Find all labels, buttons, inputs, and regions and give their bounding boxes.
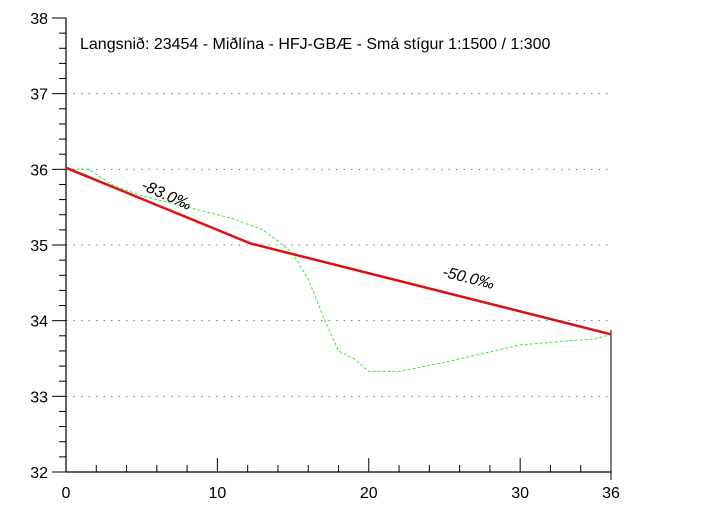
y-tick-label: 33 xyxy=(30,389,48,406)
gridlines xyxy=(66,93,611,397)
y-tick-label: 38 xyxy=(30,11,48,28)
y-tick-label: 36 xyxy=(30,162,48,179)
x-tick-label: 10 xyxy=(208,485,226,502)
y-tick-label: 34 xyxy=(30,314,48,331)
y-tick-label: 35 xyxy=(30,238,48,255)
x-tick-label: 20 xyxy=(360,485,378,502)
design-grade-line xyxy=(65,166,612,336)
terrain-profile-line xyxy=(66,168,612,372)
x-tick-label: 0 xyxy=(62,485,71,502)
y-tick-label: 32 xyxy=(30,465,48,482)
y-tick-label: 37 xyxy=(30,87,48,104)
axis-ticks xyxy=(52,17,612,480)
grade-annotations: -83.0‰-50.0‰ xyxy=(139,177,496,293)
x-tick-label: 30 xyxy=(511,485,529,502)
series-layer xyxy=(65,166,612,372)
chart-title: Langsnið: 23454 - Miðlína - HFJ-GBÆ - Sm… xyxy=(80,36,551,53)
grade-label: -50.0‰ xyxy=(441,264,496,293)
axes xyxy=(65,18,612,473)
x-tick-label: 36 xyxy=(602,485,620,502)
tick-labels: 32 33 34 35 36 37 38 0 10 20 30 36 xyxy=(30,11,620,502)
